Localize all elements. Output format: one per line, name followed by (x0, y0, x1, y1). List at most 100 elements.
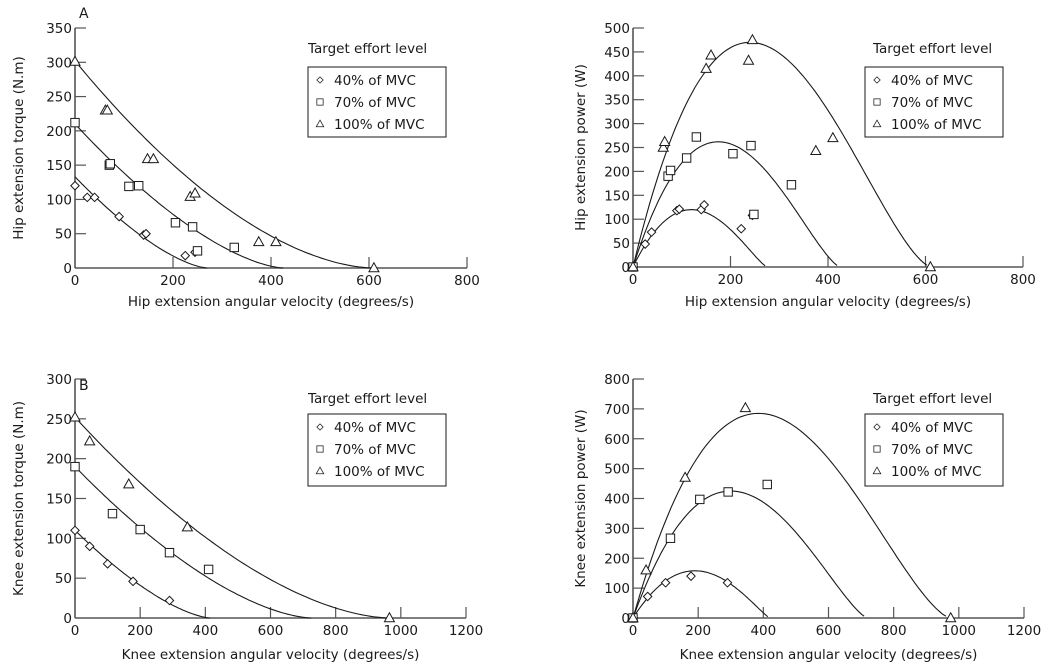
data-point-triangle (252, 235, 265, 247)
legend-entry: 100% of MVC (891, 117, 982, 133)
data-point-triangle (627, 260, 639, 272)
data-point-triangle (69, 55, 81, 66)
data-point-triangle (368, 261, 380, 273)
y-tick-label: 400 (604, 492, 630, 508)
data-point-triangle (147, 152, 160, 164)
y-tick-label: 300 (46, 372, 72, 388)
x-tick-label: 800 (881, 623, 907, 639)
y-tick-label: 150 (46, 158, 72, 174)
data-point-triangle (69, 411, 81, 422)
data-point-triangle (83, 434, 96, 446)
legend-title: Target effort level (872, 41, 992, 57)
data-point-square (70, 461, 80, 472)
x-axis-title: Knee extension angular velocity (degrees… (680, 647, 978, 663)
knee-torque-chart: 0 200 400 600 800 1000 1200 0 50 100 150 200 250 300 K… (11, 372, 483, 663)
fit-curve-diamond (74, 529, 211, 619)
x-tick-label: 400 (750, 623, 776, 639)
legend-marker-triangle (315, 466, 325, 475)
data-point-diamond (646, 227, 657, 238)
x-tick-label: 800 (454, 273, 480, 289)
data-point-square (695, 494, 705, 505)
data-point-square (70, 117, 80, 128)
y-tick-label: 0 (63, 611, 72, 627)
legend-marker-square (873, 98, 881, 106)
legend-marker-square (316, 445, 324, 453)
data-point-triangle (827, 131, 839, 143)
legend-box (864, 413, 1004, 487)
data-point-triangle (640, 563, 652, 575)
x-tick-label: 200 (127, 623, 153, 639)
x-axis-title: Hip extension angular velocity (degrees/… (685, 294, 971, 310)
data-point-square (203, 564, 214, 575)
y-tick-label: 400 (604, 69, 630, 85)
data-point-diamond (722, 577, 733, 588)
fit-curve-triangle (74, 416, 390, 619)
x-axis-title: Hip extension angular velocity (degrees/… (128, 294, 414, 310)
y-tick-label: 150 (46, 492, 72, 508)
legend-entry: 100% of MVC (334, 117, 425, 133)
data-point-square (187, 222, 198, 232)
legend-marker-square (873, 445, 881, 453)
y-tick-label: 50 (55, 571, 72, 587)
x-tick-label: 600 (356, 273, 382, 289)
y-tick-label: 200 (604, 164, 630, 180)
y-tick-label: 700 (604, 402, 630, 418)
legend-marker-triangle (872, 466, 882, 475)
panel-label: B (79, 378, 89, 394)
x-tick-label: 1200 (449, 623, 483, 639)
x-tick-label: 600 (816, 623, 842, 639)
legend-marker-triangle (872, 119, 882, 128)
legend-entry: 100% of MVC (891, 464, 982, 480)
data-point-diamond (674, 204, 685, 215)
data-point-diamond (128, 576, 138, 587)
y-tick-label: 0 (63, 261, 72, 277)
hip-power-chart: 0 200 400 600 800 0 50 100 150 200 250 300 350 400 450… (573, 21, 1036, 310)
data-point-triangle (658, 135, 671, 146)
x-tick-label: 1000 (384, 623, 418, 639)
data-point-square (681, 153, 692, 163)
x-tick-label: 400 (192, 623, 218, 639)
y-tick-label: 450 (604, 45, 630, 61)
legend-entry: 40% of MVC (334, 73, 416, 89)
data-point-triangle (181, 520, 194, 532)
data-point-square (749, 209, 759, 220)
legend-marker-diamond (316, 423, 324, 431)
x-tick-label: 0 (629, 272, 638, 288)
fit-curve-square (74, 466, 312, 619)
legend-title: Target effort level (307, 391, 427, 407)
data-point-square (229, 242, 239, 253)
data-point-triangle (924, 260, 937, 272)
legend-marker-diamond (873, 76, 881, 84)
data-point-square (786, 180, 797, 190)
data-point-diamond (699, 199, 710, 210)
x-tick-label: 200 (718, 272, 744, 288)
y-tick-label: 500 (604, 462, 630, 478)
data-point-diamond (102, 558, 113, 569)
x-tick-label: 600 (913, 272, 939, 288)
x-tick-label: 200 (685, 623, 711, 639)
y-tick-label: 350 (604, 93, 630, 109)
data-point-triangle (189, 187, 201, 198)
data-point-diamond (736, 223, 747, 234)
x-axis-title: Knee extension angular velocity (degrees… (122, 647, 420, 663)
data-point-diamond (84, 541, 95, 552)
data-point-triangle (101, 104, 114, 115)
y-tick-label: 200 (46, 124, 72, 140)
fit-curve-triangle (74, 60, 374, 269)
y-tick-label: 300 (604, 117, 630, 133)
data-point-triangle (122, 477, 135, 489)
data-point-square (762, 479, 772, 490)
knee-power-chart: 0 200 400 600 800 1000 1200 0 100 200 300 400 500 600… (573, 372, 1041, 663)
legend-box (864, 66, 1004, 138)
data-point-diamond (164, 595, 175, 606)
legend-marker-square (316, 98, 324, 106)
data-point-square (135, 524, 145, 535)
data-point-square (746, 140, 756, 151)
data-point-triangle (739, 401, 752, 413)
x-tick-label: 0 (629, 623, 638, 639)
fit-curve-square (74, 123, 284, 269)
x-tick-label: 600 (258, 623, 284, 639)
legend-marker-diamond (873, 423, 881, 431)
data-point-triangle (705, 49, 717, 60)
